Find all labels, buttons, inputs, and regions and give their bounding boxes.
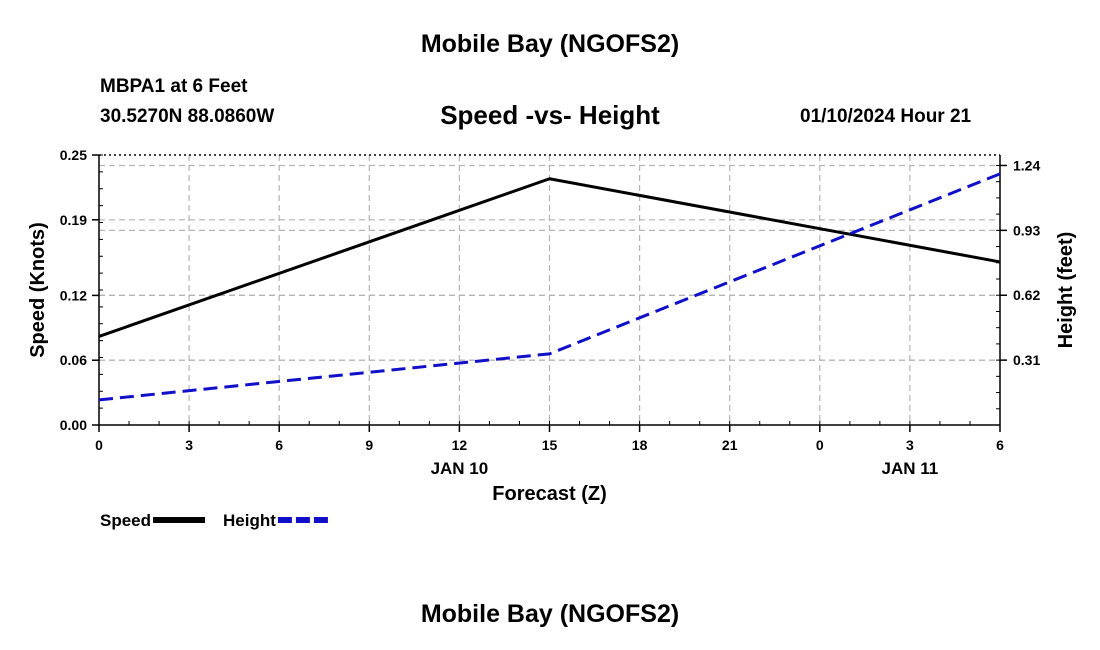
x-tick-label: 21 <box>722 437 738 453</box>
x-date-label: JAN 11 <box>882 459 939 478</box>
series-line-speed <box>98 177 1001 338</box>
y-right-tick-label: 0.62 <box>1013 287 1040 303</box>
x-axis-title: Forecast (Z) <box>492 483 606 505</box>
x-tick-label: 12 <box>452 437 468 453</box>
legend-label-speed: Speed <box>100 511 151 530</box>
y-right-tick-label: 1.24 <box>1013 157 1040 173</box>
y-left-tick-label: 0.00 <box>60 417 87 433</box>
x-tick-label: 0 <box>95 437 103 453</box>
coordinates-label: 30.5270N 88.0860W <box>100 106 275 127</box>
y-axis-left-title: Speed (Knots) <box>27 222 49 358</box>
chart-title: Mobile Bay (NGOFS2) <box>420 30 680 58</box>
y-right-tick-label: 0.31 <box>1013 352 1040 368</box>
x-tick-label: 6 <box>996 437 1004 453</box>
x-tick-label: 9 <box>365 437 373 453</box>
x-tick-label: 0 <box>816 437 824 453</box>
x-tick-label: 15 <box>542 437 558 453</box>
legend-label-height: Height <box>223 511 276 530</box>
station-label: MBPA1 at 6 Feet <box>100 76 248 97</box>
y-right-tick-label: 0.93 <box>1013 222 1040 238</box>
series-line-height <box>98 172 1001 402</box>
y-left-tick-label: 0.25 <box>60 147 87 163</box>
footer-title: Mobile Bay (NGOFS2) <box>420 600 680 628</box>
x-tick-label: 3 <box>185 437 193 453</box>
y-left-tick-label: 0.06 <box>60 352 87 368</box>
y-left-tick-label: 0.12 <box>60 287 87 303</box>
x-tick-label: 6 <box>275 437 283 453</box>
datetime-label: 01/10/2024 Hour 21 <box>800 106 972 127</box>
x-tick-label: 3 <box>906 437 914 453</box>
x-tick-label: 18 <box>632 437 648 453</box>
chart-subtitle: Speed -vs- Height <box>440 100 660 130</box>
x-date-label: JAN 10 <box>431 459 489 478</box>
y-axis-right-title: Height (feet) <box>1055 232 1077 349</box>
y-left-tick-label: 0.19 <box>60 212 87 228</box>
